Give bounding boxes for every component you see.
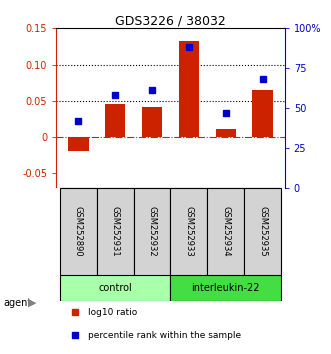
Bar bbox=[244, 188, 281, 275]
Text: GSM252890: GSM252890 bbox=[74, 206, 83, 257]
Text: agent: agent bbox=[3, 298, 31, 308]
Bar bbox=[134, 188, 170, 275]
Bar bbox=[105, 104, 125, 137]
Bar bbox=[170, 188, 207, 275]
Text: GSM252934: GSM252934 bbox=[221, 206, 230, 257]
Text: GSM252933: GSM252933 bbox=[184, 206, 193, 257]
Text: interleukin-22: interleukin-22 bbox=[191, 283, 260, 293]
Text: ▶: ▶ bbox=[28, 298, 37, 308]
Bar bbox=[207, 188, 244, 275]
Text: log10 ratio: log10 ratio bbox=[88, 308, 137, 317]
Bar bbox=[179, 41, 199, 137]
Bar bbox=[97, 188, 134, 275]
Title: GDS3226 / 38032: GDS3226 / 38032 bbox=[115, 14, 226, 27]
Bar bbox=[60, 188, 97, 275]
Bar bbox=[253, 90, 273, 137]
Text: GSM252935: GSM252935 bbox=[258, 206, 267, 257]
Bar bbox=[215, 129, 236, 137]
Text: GSM252931: GSM252931 bbox=[111, 206, 120, 257]
Bar bbox=[68, 137, 88, 152]
Bar bbox=[170, 275, 281, 301]
Bar bbox=[142, 107, 162, 137]
Text: control: control bbox=[98, 283, 132, 293]
Text: GSM252932: GSM252932 bbox=[148, 206, 157, 257]
Bar bbox=[60, 275, 170, 301]
Text: percentile rank within the sample: percentile rank within the sample bbox=[88, 331, 241, 340]
